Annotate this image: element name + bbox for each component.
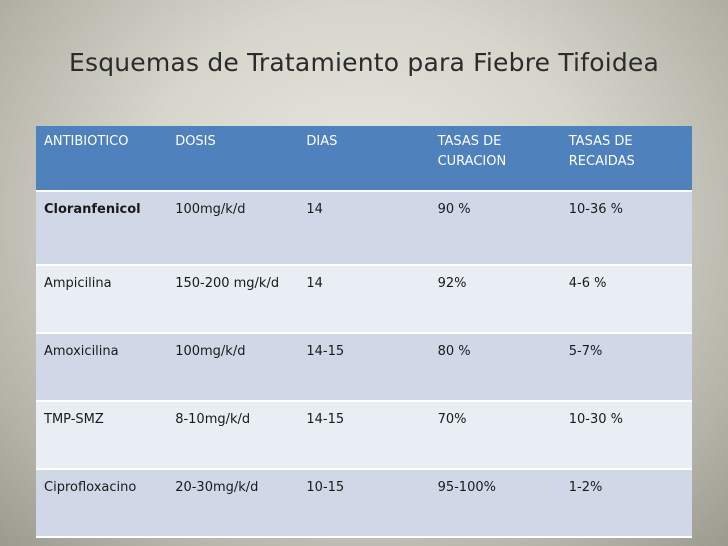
cell-relapse-rate: 10-36 % <box>560 191 692 266</box>
header-tasas-curacion: TASAS DE CURACION <box>429 126 561 192</box>
table-row: Amoxicilina 100mg/k/d 14-15 80 % 5-7% <box>36 333 692 402</box>
cell-dose: 20-30mg/k/d <box>167 469 299 538</box>
table-header-row: ANTIBIOTICO DOSIS DIAS TASAS DE CURACION… <box>36 126 692 192</box>
cell-days: 14-15 <box>298 333 430 402</box>
cell-days: 14-15 <box>298 401 430 470</box>
slide-title: Esquemas de Tratamiento para Fiebre Tifo… <box>68 48 660 77</box>
cell-days: 14 <box>298 265 430 334</box>
cell-antibiotic: Cloranfenicol <box>36 191 168 266</box>
cell-dose: 150-200 mg/k/d <box>167 265 299 334</box>
cell-antibiotic: Amoxicilina <box>36 333 168 402</box>
cell-cure-rate: 90 % <box>429 191 561 266</box>
cell-relapse-rate: 10-30 % <box>560 401 692 470</box>
cell-antibiotic: Ampicilina <box>36 265 168 334</box>
header-dias: DIAS <box>298 126 430 192</box>
cell-dose: 100mg/k/d <box>167 333 299 402</box>
table-row: Ampicilina 150-200 mg/k/d 14 92% 4-6 % <box>36 265 692 334</box>
cell-days: 14 <box>298 191 430 266</box>
table-row: TMP-SMZ 8-10mg/k/d 14-15 70% 10-30 % <box>36 401 692 470</box>
table-row: Ciprofloxacino 20-30mg/k/d 10-15 95-100%… <box>36 469 692 538</box>
cell-relapse-rate: 5-7% <box>560 333 692 402</box>
header-dosis: DOSIS <box>167 126 299 192</box>
cell-cure-rate: 92% <box>429 265 561 334</box>
cell-cure-rate: 80 % <box>429 333 561 402</box>
cell-dose: 8-10mg/k/d <box>167 401 299 470</box>
cell-dose: 100mg/k/d <box>167 191 299 266</box>
cell-days: 10-15 <box>298 469 430 538</box>
table-row: Cloranfenicol 100mg/k/d 14 90 % 10-36 % <box>36 191 692 266</box>
cell-relapse-rate: 1-2% <box>560 469 692 538</box>
treatment-table: ANTIBIOTICO DOSIS DIAS TASAS DE CURACION… <box>36 126 692 538</box>
header-tasas-recaidas: TASAS DE RECAIDAS <box>560 126 692 192</box>
header-antibiotico: ANTIBIOTICO <box>36 126 168 192</box>
cell-antibiotic: TMP-SMZ <box>36 401 168 470</box>
cell-cure-rate: 95-100% <box>429 469 561 538</box>
cell-antibiotic: Ciprofloxacino <box>36 469 168 538</box>
cell-cure-rate: 70% <box>429 401 561 470</box>
cell-relapse-rate: 4-6 % <box>560 265 692 334</box>
